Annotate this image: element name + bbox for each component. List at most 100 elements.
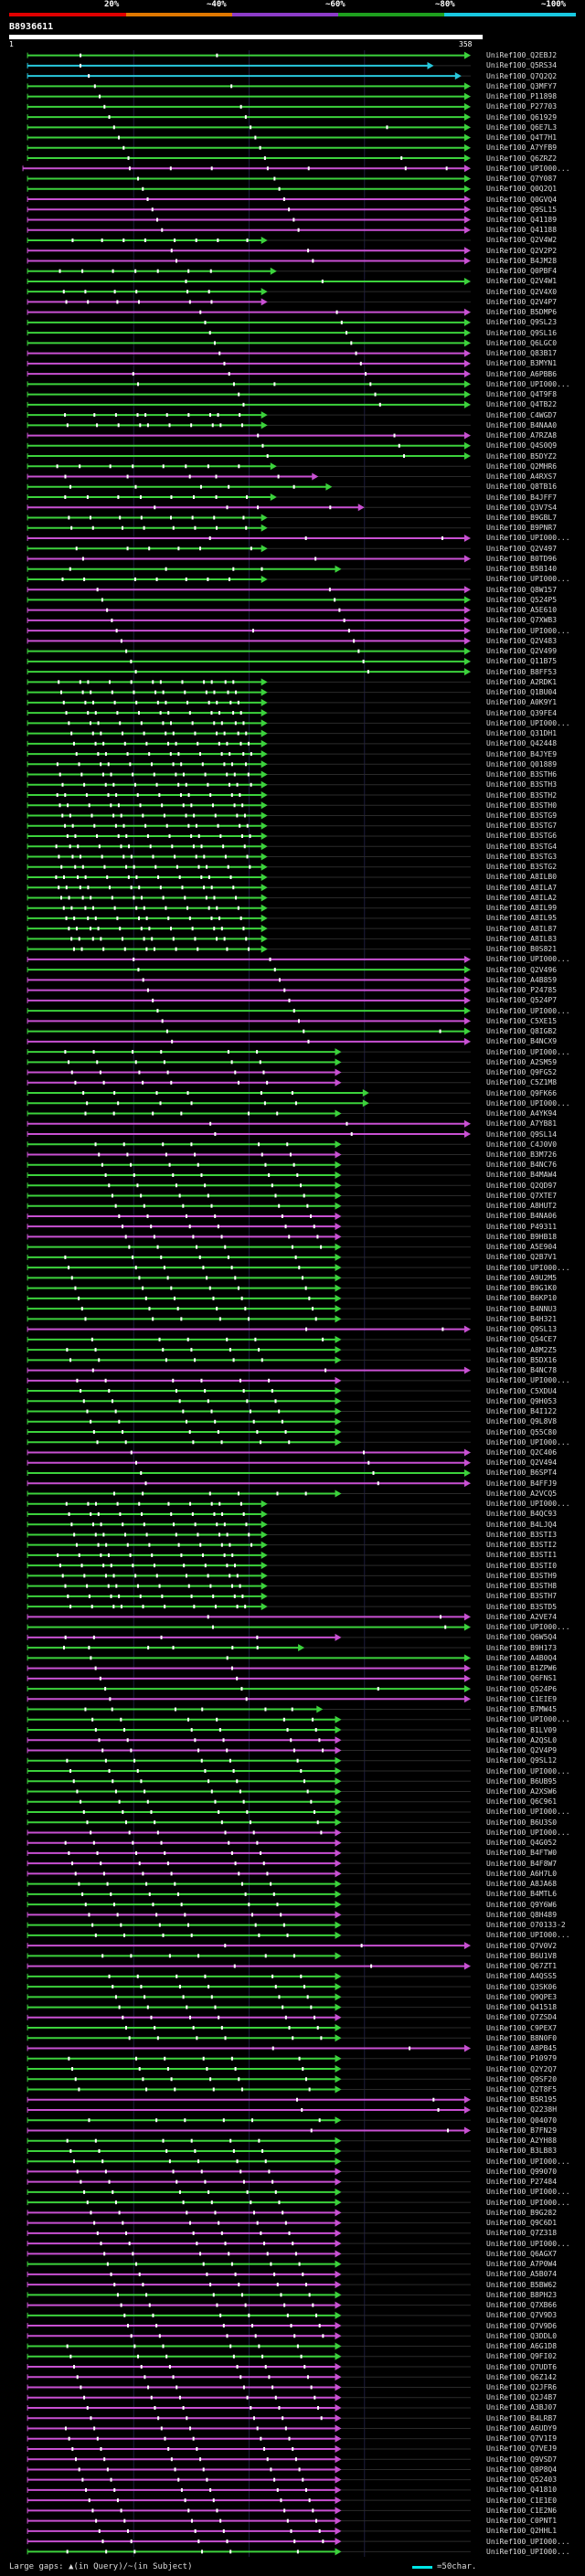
hit-label[interactable]: UniRef100_Q9SL13	[486, 1325, 558, 1334]
hit-label[interactable]: UniRef100_Q2V497	[486, 544, 558, 553]
hit-label[interactable]: UniRef100_Q9Y6W6	[486, 1900, 558, 1909]
hit-row[interactable]	[27, 1983, 471, 1991]
hit-row[interactable]	[27, 1356, 471, 1364]
hit-row[interactable]	[27, 1500, 471, 1508]
hit-row[interactable]	[27, 339, 471, 347]
hit-row[interactable]	[27, 1027, 471, 1035]
hit-label[interactable]: UniRef100_Q0Q2Q1	[486, 185, 558, 194]
hit-label[interactable]: UniRef100_Q61929	[486, 112, 558, 122]
hit-row[interactable]	[27, 2199, 471, 2207]
hit-row[interactable]	[27, 2270, 471, 2278]
hit-row[interactable]	[27, 504, 471, 512]
hit-label[interactable]: UniRef100_Q6W5Q4	[486, 1633, 558, 1642]
hit-row[interactable]	[27, 1613, 471, 1621]
hit-row[interactable]	[27, 2301, 471, 2309]
hit-label[interactable]: UniRef100_B5BW62	[486, 2280, 558, 2289]
hit-row[interactable]	[27, 750, 471, 758]
hit-row[interactable]	[27, 1644, 471, 1652]
hit-row[interactable]	[27, 1397, 471, 1405]
hit-label[interactable]: UniRef100_UPI000...	[486, 164, 570, 173]
hit-row[interactable]	[27, 1335, 471, 1343]
hit-row[interactable]	[27, 1017, 471, 1025]
hit-label[interactable]: UniRef100_Q6FNS1	[486, 1674, 558, 1683]
hit-label[interactable]: UniRef100_B3STI3	[486, 1530, 558, 1539]
hit-row[interactable]	[27, 1376, 471, 1384]
hit-row[interactable]	[27, 1253, 471, 1261]
hit-label[interactable]: UniRef100_P27703	[486, 102, 558, 111]
hit-row[interactable]	[27, 2178, 471, 2186]
hit-label[interactable]: UniRef100_B9HB18	[486, 1232, 558, 1241]
hit-row[interactable]	[27, 1171, 471, 1179]
hit-row[interactable]	[27, 2517, 471, 2525]
hit-row[interactable]	[27, 811, 471, 820]
hit-row[interactable]	[27, 884, 471, 892]
hit-row[interactable]	[27, 627, 471, 635]
hit-label[interactable]: UniRef100_A8JA68	[486, 1880, 558, 1889]
hit-row[interactable]	[27, 996, 471, 1004]
hit-label[interactable]: UniRef100_Q2HHL1	[486, 2527, 558, 2536]
hit-row[interactable]	[27, 2034, 471, 2042]
hit-row[interactable]	[27, 2281, 471, 2289]
hit-label[interactable]: UniRef100_B4NCX9	[486, 1037, 558, 1046]
hit-row[interactable]	[27, 1911, 471, 1919]
hit-label[interactable]: UniRef100_A8IL83	[486, 934, 558, 943]
hit-label[interactable]: UniRef100_C4WGD7	[486, 410, 558, 419]
hit-row[interactable]	[27, 2332, 471, 2340]
hit-label[interactable]: UniRef100_Q4S0Q9	[486, 441, 558, 451]
hit-label[interactable]: UniRef100_Q9FG52	[486, 1068, 558, 1077]
hit-label[interactable]: UniRef100_A8ILA7	[486, 883, 558, 892]
hit-label[interactable]: UniRef100_A8HUT2	[486, 1202, 558, 1211]
hit-row[interactable]	[27, 1664, 471, 1672]
hit-label[interactable]: UniRef100_B7MW45	[486, 1705, 558, 1714]
hit-row[interactable]	[27, 1674, 471, 1682]
hit-row[interactable]	[27, 2538, 471, 2546]
hit-label[interactable]: UniRef100_A4B0Q4	[486, 1653, 558, 1662]
hit-label[interactable]: UniRef100_A6UDY9	[486, 2423, 558, 2433]
hit-row[interactable]	[27, 1089, 471, 1097]
hit-row[interactable]	[27, 154, 471, 163]
hit-label[interactable]: UniRef100_Q4T9F8	[486, 390, 558, 399]
hit-label[interactable]: UniRef100_P49311	[486, 1222, 558, 1231]
hit-row[interactable]	[27, 647, 471, 655]
hit-row[interactable]	[27, 1880, 471, 1888]
hit-label[interactable]: UniRef100_UPI000...	[486, 1006, 570, 1015]
hit-label[interactable]: UniRef100_C5XE15	[486, 1016, 558, 1025]
hit-row[interactable]	[27, 257, 471, 265]
hit-row[interactable]	[27, 2393, 471, 2401]
hit-row[interactable]	[27, 914, 471, 922]
hit-row[interactable]	[27, 739, 471, 747]
hit-label[interactable]: UniRef100_A4YK94	[486, 1109, 558, 1118]
hit-label[interactable]: UniRef100_B4NAA0	[486, 420, 558, 429]
hit-row[interactable]	[27, 1202, 471, 1210]
hit-row[interactable]	[27, 1489, 471, 1498]
hit-row[interactable]	[27, 1942, 471, 1950]
hit-label[interactable]: UniRef100_Q2V4P7	[486, 297, 558, 306]
hit-row[interactable]	[27, 123, 471, 132]
hit-label[interactable]: UniRef100_B4FFJ9	[486, 1479, 558, 1488]
hit-label[interactable]: UniRef100_Q524P6	[486, 1684, 558, 1693]
hit-row[interactable]	[27, 2311, 471, 2319]
hit-label[interactable]: UniRef100_A7RZA8	[486, 431, 558, 440]
hit-row[interactable]	[27, 1551, 471, 1559]
hit-row[interactable]	[27, 1479, 471, 1488]
hit-row[interactable]	[27, 1541, 471, 1549]
hit-row[interactable]	[27, 1007, 471, 1015]
hit-row[interactable]	[27, 637, 471, 645]
hit-row[interactable]	[27, 493, 471, 502]
hit-row[interactable]	[27, 935, 471, 943]
hit-label[interactable]: UniRef100_A2RDK1	[486, 677, 558, 686]
hit-label[interactable]: UniRef100_B4JYE9	[486, 749, 558, 758]
hit-label[interactable]: UniRef100_Q4TB22	[486, 400, 558, 409]
hit-label[interactable]: UniRef100_B5DYZ2	[486, 451, 558, 461]
hit-label[interactable]: UniRef100_UPI000...	[486, 2188, 570, 2197]
hit-label[interactable]: UniRef100_C4J0V0	[486, 1140, 558, 1149]
hit-label[interactable]: UniRef100_B3MYN1	[486, 359, 558, 368]
hit-label[interactable]: UniRef100_Q7Y087	[486, 175, 558, 184]
hit-row[interactable]	[27, 411, 471, 419]
hit-row[interactable]	[27, 2095, 471, 2104]
hit-row[interactable]	[27, 1119, 471, 1128]
hit-row[interactable]	[27, 452, 471, 461]
hit-label[interactable]: UniRef100_Q3DDL0	[486, 2331, 558, 2340]
hit-label[interactable]: UniRef100_C1EIE9	[486, 1694, 558, 1703]
hit-row[interactable]	[27, 2414, 471, 2422]
